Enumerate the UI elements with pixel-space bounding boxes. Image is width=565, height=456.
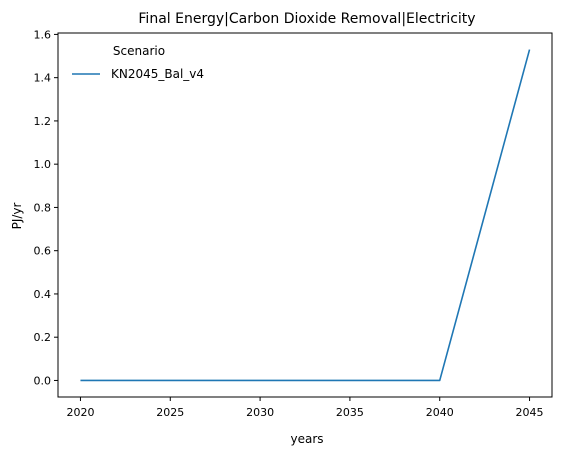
y-tick-label: 0.2 <box>34 331 52 344</box>
x-axis-label: years <box>290 432 323 446</box>
y-axis-label: PJ/yr <box>10 203 24 230</box>
y-tick-label: 0.8 <box>34 201 52 214</box>
y-tick-label: 0.6 <box>34 245 52 258</box>
legend-title: Scenario <box>113 44 165 58</box>
x-tick-label: 2035 <box>336 406 364 419</box>
legend-label: KN2045_Bal_v4 <box>111 67 204 81</box>
y-tick-label: 1.6 <box>34 28 52 41</box>
x-tick-label: 2040 <box>426 406 454 419</box>
legend: Scenario KN2045_Bal_v4 <box>72 44 204 81</box>
x-tick-label: 2025 <box>156 406 184 419</box>
y-tick-label: 0.0 <box>34 374 52 387</box>
x-tick-label: 2030 <box>246 406 274 419</box>
x-tick-label: 2020 <box>66 406 94 419</box>
series-line-0 <box>80 49 531 382</box>
y-tick-label: 1.2 <box>34 115 52 128</box>
y-tick-label: 1.0 <box>34 158 52 171</box>
x-tick-label: 2045 <box>516 406 544 419</box>
x-axis: 2020 2025 2030 2035 2040 2045 <box>66 397 544 419</box>
chart-title: Final Energy|Carbon Dioxide Removal|Elec… <box>138 11 475 27</box>
y-axis: 0.0 0.2 0.4 0.6 0.8 1.0 1.2 1.4 1.6 <box>34 28 58 387</box>
y-tick-label: 0.4 <box>34 288 52 301</box>
series-layer <box>80 49 531 382</box>
plot-area <box>57 32 553 398</box>
y-tick-label: 1.4 <box>34 72 52 85</box>
